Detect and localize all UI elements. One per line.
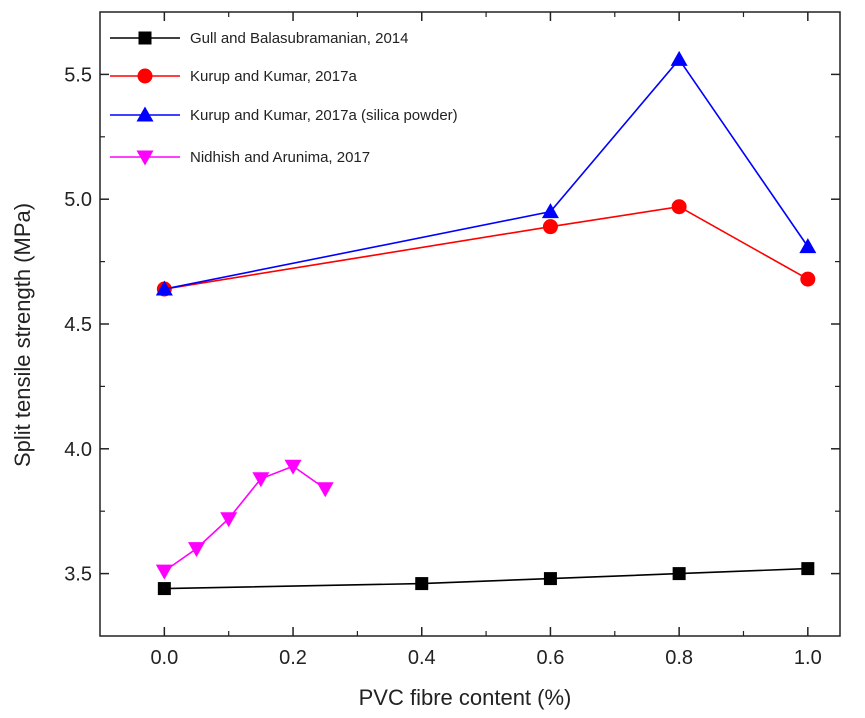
legend-label: Gull and Balasubramanian, 2014: [190, 30, 408, 47]
x-tick-label: 0.8: [665, 647, 693, 669]
legend-marker: [137, 68, 153, 84]
data-point: [670, 50, 688, 66]
legend-label: Kurup and Kumar, 2017a (silica powder): [190, 107, 458, 124]
data-point: [543, 572, 557, 586]
series-layer: [155, 50, 817, 596]
series-line: [163, 465, 326, 572]
data-point: [800, 271, 816, 287]
data-point: [672, 567, 686, 581]
data-point: [220, 512, 238, 528]
data-point: [252, 472, 270, 488]
x-tick-label: 0.4: [408, 647, 436, 669]
x-tick-label: 0.6: [537, 647, 565, 669]
series-2: [156, 199, 816, 297]
legend-label: Nidhish and Arunima, 2017: [190, 149, 370, 166]
y-axis-title: Split tensile strength (MPa): [10, 203, 35, 467]
x-tick-label: 0.0: [150, 647, 178, 669]
data-point: [541, 203, 559, 219]
legend-marker: [136, 150, 154, 166]
series-1: [157, 562, 815, 596]
x-tick-label: 0.2: [279, 647, 307, 669]
data-point: [284, 459, 302, 475]
series-3: [155, 50, 817, 296]
series-line: [164, 205, 809, 290]
series-4: [155, 459, 334, 580]
legend-marker: [138, 31, 152, 45]
x-tick-label: 1.0: [794, 647, 822, 669]
series-line: [164, 567, 808, 590]
y-tick-label: 4.0: [64, 439, 92, 461]
y-tick-label: 5.5: [64, 64, 92, 86]
data-point: [157, 582, 171, 596]
axes: 0.0 0.2 0.4 0.6 0.8 1.0 3.5 4.0 4.5 5.0 5.5: [64, 12, 840, 669]
data-point: [155, 564, 173, 580]
data-point: [799, 238, 817, 254]
series-line: [164, 58, 809, 290]
plot-frame: [99, 11, 841, 637]
data-point: [316, 482, 334, 498]
y-tick-label: 5.0: [64, 189, 92, 211]
y-tick-label: 4.5: [64, 314, 92, 336]
data-point: [415, 577, 429, 591]
data-point: [542, 219, 558, 235]
data-point: [155, 280, 173, 296]
legend: Gull and Balasubramanian, 2014 Kurup and …: [110, 30, 458, 166]
data-point: [801, 562, 815, 576]
data-point: [671, 199, 687, 215]
data-point: [188, 542, 206, 558]
x-axis-title: PVC fibre content (%): [359, 685, 572, 710]
y-tick-label: 3.5: [64, 564, 92, 586]
legend-marker: [136, 106, 154, 122]
legend-label: Kurup and Kumar, 2017a: [190, 68, 357, 85]
